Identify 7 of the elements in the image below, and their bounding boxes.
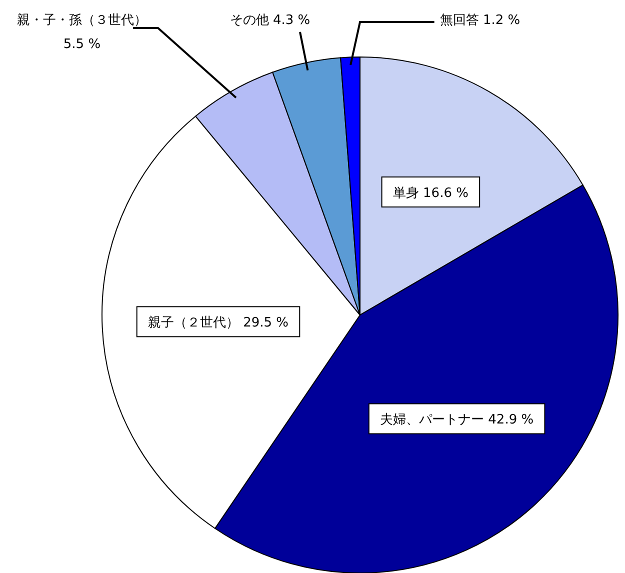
slice-label: 無回答 1.2 % xyxy=(440,13,520,28)
slice-label: その他 4.3 % xyxy=(230,13,310,28)
slice-label: 夫婦、パートナー 42.9 % xyxy=(380,412,534,428)
data-label: 5.5 % xyxy=(63,37,101,52)
slice-label: 親子（２世代） 29.5 % xyxy=(148,316,289,331)
slice-label: 単身 16.6 % xyxy=(392,186,468,201)
slice-label: 親・子・孫（３世代） xyxy=(17,13,147,28)
